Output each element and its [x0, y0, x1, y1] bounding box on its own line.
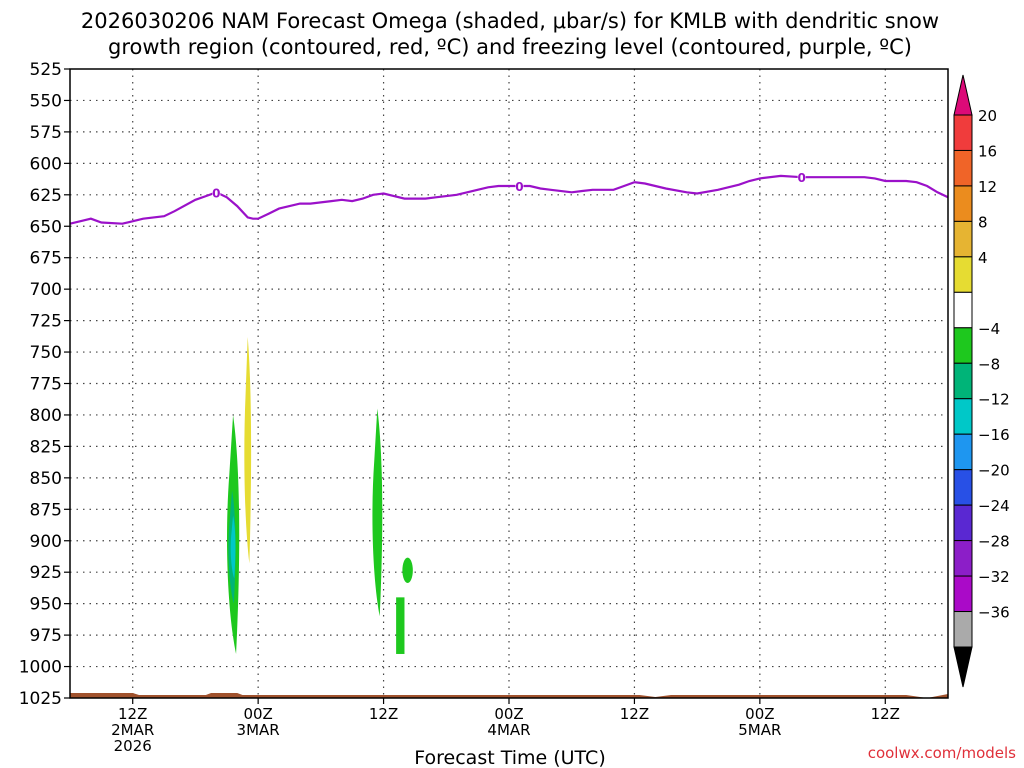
- x-tick-label: 2026: [114, 737, 152, 755]
- colorbar-swatch: [953, 611, 973, 648]
- x-axis-label: Forecast Time (UTC): [414, 747, 605, 768]
- x-tick-label: 12Z: [118, 705, 147, 723]
- colorbar-label: 12: [978, 178, 997, 196]
- colorbar-swatch: [953, 185, 973, 222]
- y-tick-label: 525: [30, 60, 62, 80]
- y-tick-label: 900: [30, 532, 62, 552]
- x-tick-label: 12Z: [620, 705, 649, 723]
- x-tick-label: 00Z: [745, 705, 774, 723]
- y-tick-label: 925: [30, 563, 62, 583]
- y-tick-label: 650: [30, 217, 62, 237]
- y-tick-label: 775: [30, 375, 62, 395]
- colorbar-label: 16: [978, 142, 997, 160]
- x-tick-label: 5MAR: [738, 721, 781, 739]
- colorbar-label: −16: [978, 426, 1010, 444]
- colorbar-label: 20: [978, 107, 997, 125]
- y-tick-label: 550: [30, 91, 62, 111]
- terrain-surface: [70, 692, 948, 698]
- y-tick-label: 600: [30, 154, 62, 174]
- colorbar-swatch: [953, 504, 973, 542]
- x-tick-label: 12Z: [369, 705, 398, 723]
- colorbar-label: −20: [978, 462, 1010, 480]
- x-tick-label: 00Z: [243, 705, 272, 723]
- colorbar-swatch: [953, 575, 973, 613]
- y-tick-label: 850: [30, 469, 62, 489]
- y-tick-label: 950: [30, 595, 62, 615]
- colorbar-swatch: [953, 149, 973, 187]
- x-tick-label: 12Z: [871, 705, 900, 723]
- y-tick-label: 725: [30, 312, 62, 332]
- y-tick-label: 800: [30, 406, 62, 426]
- green-box-small: [396, 597, 405, 654]
- colorbar-bottom-triangle: [953, 646, 973, 688]
- x-tick-label: 2MAR: [111, 721, 154, 739]
- y-tick-label: 1000: [19, 658, 62, 678]
- credit-text: coolwx.com/models: [868, 744, 1016, 762]
- colorbar-label: −8: [978, 355, 1000, 373]
- y-tick-label: 625: [30, 186, 62, 206]
- y-tick-label: 875: [30, 500, 62, 520]
- y-tick-label: 700: [30, 280, 62, 300]
- freezing-level-label: 0: [515, 180, 523, 194]
- freezing-level-label-bg: [797, 170, 806, 184]
- colorbar-label: 4: [978, 249, 988, 267]
- y-tick-label: 575: [30, 123, 62, 143]
- x-tick-label: 00Z: [494, 705, 523, 723]
- freezing-level-label-bg: [515, 178, 524, 192]
- colorbar-swatch: [953, 114, 973, 151]
- colorbar-label: −12: [978, 391, 1010, 409]
- freezing-level-label: 0: [797, 171, 805, 185]
- y-tick-label: 975: [30, 626, 62, 646]
- y-tick-label: 750: [30, 343, 62, 363]
- colorbar-swatch: [953, 469, 973, 506]
- colorbar-top-triangle: [953, 74, 973, 116]
- colorbar-label: −28: [978, 533, 1010, 551]
- x-tick-label: 4MAR: [487, 721, 530, 739]
- plot-background: [70, 69, 948, 698]
- colorbar-swatch: [953, 362, 973, 400]
- colorbar-swatch: [953, 327, 973, 364]
- freezing-level-label: 0: [212, 186, 220, 200]
- x-tick-label: 3MAR: [237, 721, 280, 739]
- colorbar-swatch: [953, 433, 973, 471]
- y-tick-label: 675: [30, 249, 62, 269]
- freezing-level-label-bg: [212, 185, 221, 199]
- colorbar-label: −32: [978, 568, 1010, 586]
- colorbar-swatch: [953, 220, 973, 258]
- colorbar-swatch: [953, 540, 973, 577]
- colorbar-swatch: [953, 291, 973, 329]
- cyan-core-1: [230, 515, 236, 579]
- colorbar-swatch: [953, 256, 973, 293]
- colorbar-swatch: [953, 398, 973, 435]
- green-blob-small: [402, 557, 413, 584]
- yellow-plume: [244, 336, 252, 564]
- colorbar-label: −36: [978, 604, 1010, 622]
- colorbar-label: −4: [978, 320, 1000, 338]
- chart-title-line2: growth region (contoured, red, ºC) and f…: [108, 35, 912, 59]
- y-tick-label: 1025: [19, 689, 62, 709]
- chart-title-line1: 2026030206 NAM Forecast Omega (shaded, μ…: [81, 9, 939, 33]
- y-tick-label: 825: [30, 437, 62, 457]
- green-plume-2: [372, 408, 383, 617]
- colorbar-label: −24: [978, 497, 1010, 515]
- colorbar-label: 8: [978, 213, 988, 231]
